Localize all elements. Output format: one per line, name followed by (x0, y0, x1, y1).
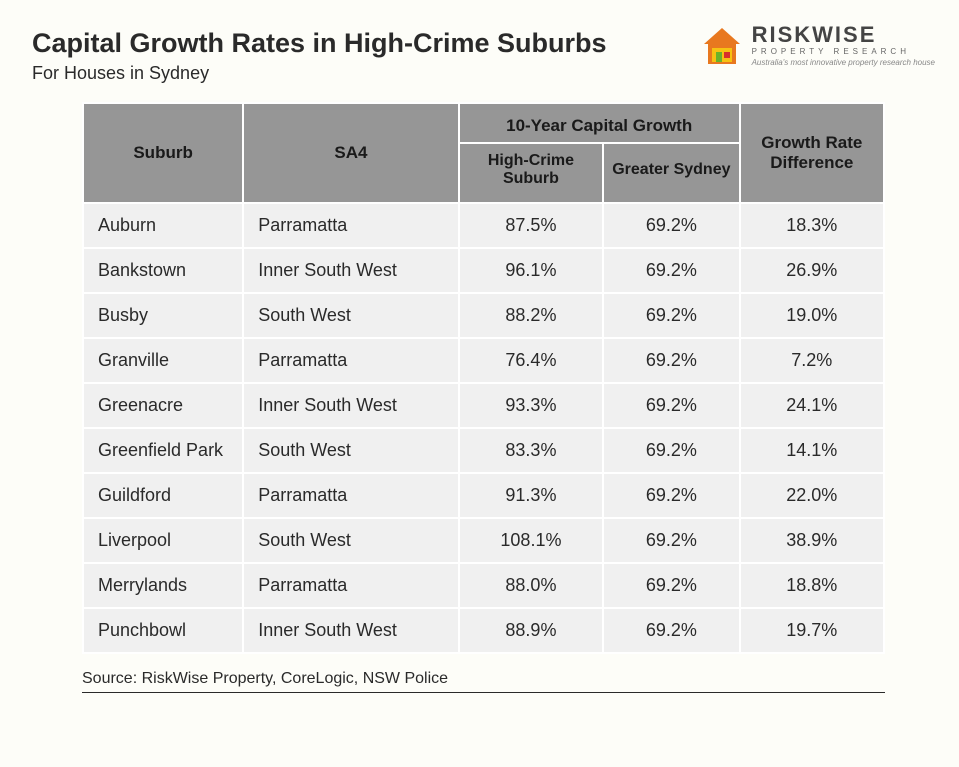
cell-sa4: Parramatta (244, 474, 458, 517)
cell-suburb: Greenacre (84, 384, 242, 427)
cell-suburb: Granville (84, 339, 242, 382)
cell-sa4: Parramatta (244, 564, 458, 607)
cell-sa4: Inner South West (244, 609, 458, 652)
table-row: LiverpoolSouth West108.1%69.2%38.9% (84, 519, 883, 562)
table-container: Suburb SA4 10-Year Capital Growth Growth… (82, 102, 885, 654)
cell-high: 96.1% (460, 249, 602, 292)
cell-suburb: Liverpool (84, 519, 242, 562)
cell-suburb: Busby (84, 294, 242, 337)
cell-suburb: Guildford (84, 474, 242, 517)
house-logo-icon (700, 24, 744, 68)
cell-diff: 24.1% (741, 384, 883, 427)
table-row: AuburnParramatta87.5%69.2%18.3% (84, 204, 883, 247)
col-diff: Growth Rate Difference (741, 104, 883, 202)
cell-sa4: Inner South West (244, 249, 458, 292)
page-subtitle: For Houses in Sydney (32, 63, 700, 84)
cell-suburb: Greenfield Park (84, 429, 242, 472)
logo-sub: PROPERTY RESEARCH (752, 48, 935, 56)
cell-syd: 69.2% (604, 294, 738, 337)
cell-syd: 69.2% (604, 249, 738, 292)
table-row: Greenfield ParkSouth West83.3%69.2%14.1% (84, 429, 883, 472)
table-body: AuburnParramatta87.5%69.2%18.3%Bankstown… (84, 204, 883, 652)
cell-diff: 38.9% (741, 519, 883, 562)
cell-suburb: Punchbowl (84, 609, 242, 652)
table-row: GranvilleParramatta76.4%69.2%7.2% (84, 339, 883, 382)
cell-sa4: South West (244, 519, 458, 562)
table-row: BankstownInner South West96.1%69.2%26.9% (84, 249, 883, 292)
cell-high: 91.3% (460, 474, 602, 517)
cell-suburb: Auburn (84, 204, 242, 247)
cell-sa4: Parramatta (244, 339, 458, 382)
cell-high: 108.1% (460, 519, 602, 562)
col-sydney: Greater Sydney (604, 144, 738, 202)
title-block: Capital Growth Rates in High-Crime Subur… (32, 28, 700, 84)
col-high: High-Crime Suburb (460, 144, 602, 202)
cell-syd: 69.2% (604, 609, 738, 652)
cell-high: 83.3% (460, 429, 602, 472)
logo-name: RISKWISE (752, 24, 935, 46)
cell-high: 88.2% (460, 294, 602, 337)
page-title: Capital Growth Rates in High-Crime Subur… (32, 28, 700, 59)
source-line: Source: RiskWise Property, CoreLogic, NS… (82, 670, 885, 693)
cell-diff: 19.0% (741, 294, 883, 337)
col-suburb: Suburb (84, 104, 242, 202)
cell-diff: 14.1% (741, 429, 883, 472)
cell-diff: 19.7% (741, 609, 883, 652)
table-row: GreenacreInner South West93.3%69.2%24.1% (84, 384, 883, 427)
cell-high: 88.9% (460, 609, 602, 652)
col-sa4: SA4 (244, 104, 458, 202)
cell-syd: 69.2% (604, 474, 738, 517)
cell-syd: 69.2% (604, 429, 738, 472)
logo-text: RISKWISE PROPERTY RESEARCH Australia's m… (752, 24, 935, 67)
table-row: BusbySouth West88.2%69.2%19.0% (84, 294, 883, 337)
cell-syd: 69.2% (604, 519, 738, 562)
cell-diff: 22.0% (741, 474, 883, 517)
cell-syd: 69.2% (604, 564, 738, 607)
table-row: MerrylandsParramatta88.0%69.2%18.8% (84, 564, 883, 607)
table-row: PunchbowlInner South West88.9%69.2%19.7% (84, 609, 883, 652)
cell-sa4: Inner South West (244, 384, 458, 427)
table-row: GuildfordParramatta91.3%69.2%22.0% (84, 474, 883, 517)
cell-diff: 18.3% (741, 204, 883, 247)
logo-tagline: Australia's most innovative property res… (752, 59, 935, 67)
header: Capital Growth Rates in High-Crime Subur… (32, 28, 935, 84)
cell-sa4: South West (244, 429, 458, 472)
cell-suburb: Bankstown (84, 249, 242, 292)
cell-high: 87.5% (460, 204, 602, 247)
cell-diff: 26.9% (741, 249, 883, 292)
cell-sa4: South West (244, 294, 458, 337)
cell-syd: 69.2% (604, 204, 738, 247)
cell-suburb: Merrylands (84, 564, 242, 607)
cell-syd: 69.2% (604, 339, 738, 382)
cell-syd: 69.2% (604, 384, 738, 427)
table-head: Suburb SA4 10-Year Capital Growth Growth… (84, 104, 883, 202)
cell-diff: 18.8% (741, 564, 883, 607)
logo: RISKWISE PROPERTY RESEARCH Australia's m… (700, 24, 935, 68)
cell-high: 76.4% (460, 339, 602, 382)
cell-diff: 7.2% (741, 339, 883, 382)
cell-high: 88.0% (460, 564, 602, 607)
cell-sa4: Parramatta (244, 204, 458, 247)
col-spanning: 10-Year Capital Growth (460, 104, 739, 142)
cell-high: 93.3% (460, 384, 602, 427)
growth-table: Suburb SA4 10-Year Capital Growth Growth… (82, 102, 885, 654)
